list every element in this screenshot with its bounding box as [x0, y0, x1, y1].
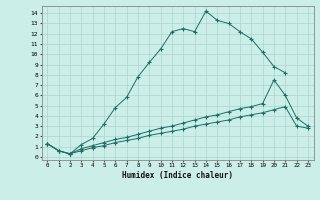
X-axis label: Humidex (Indice chaleur): Humidex (Indice chaleur)	[122, 171, 233, 180]
